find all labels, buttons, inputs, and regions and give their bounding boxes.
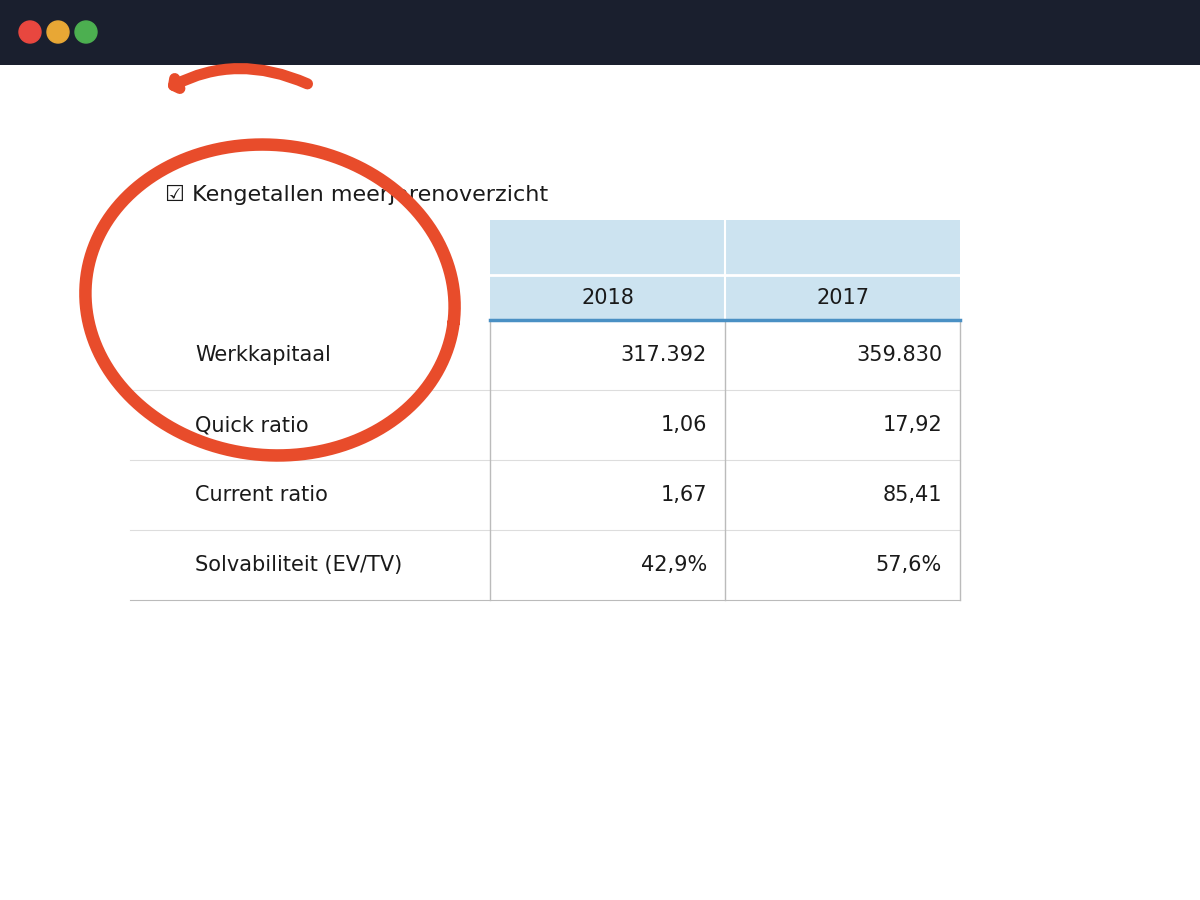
Text: 1,67: 1,67 xyxy=(660,485,707,505)
Text: Werkkapitaal: Werkkapitaal xyxy=(194,345,331,365)
Text: 57,6%: 57,6% xyxy=(876,555,942,575)
Bar xyxy=(0,0,1200,65)
Bar xyxy=(490,220,960,275)
Text: 17,92: 17,92 xyxy=(882,415,942,435)
Text: 1,06: 1,06 xyxy=(660,415,707,435)
Circle shape xyxy=(47,21,70,43)
Text: 317.392: 317.392 xyxy=(620,345,707,365)
Text: Current ratio: Current ratio xyxy=(194,485,328,505)
Circle shape xyxy=(19,21,41,43)
Circle shape xyxy=(74,21,97,43)
Text: 42,9%: 42,9% xyxy=(641,555,707,575)
Text: 359.830: 359.830 xyxy=(856,345,942,365)
Text: 85,41: 85,41 xyxy=(882,485,942,505)
Bar xyxy=(490,275,960,320)
Text: 2018: 2018 xyxy=(581,287,634,308)
Text: Quick ratio: Quick ratio xyxy=(194,415,308,435)
Text: Solvabiliteit (EV/TV): Solvabiliteit (EV/TV) xyxy=(194,555,402,575)
Text: 2017: 2017 xyxy=(816,287,869,308)
Text: ☑ Kengetallen meerjarenoverzicht: ☑ Kengetallen meerjarenoverzicht xyxy=(166,185,548,205)
